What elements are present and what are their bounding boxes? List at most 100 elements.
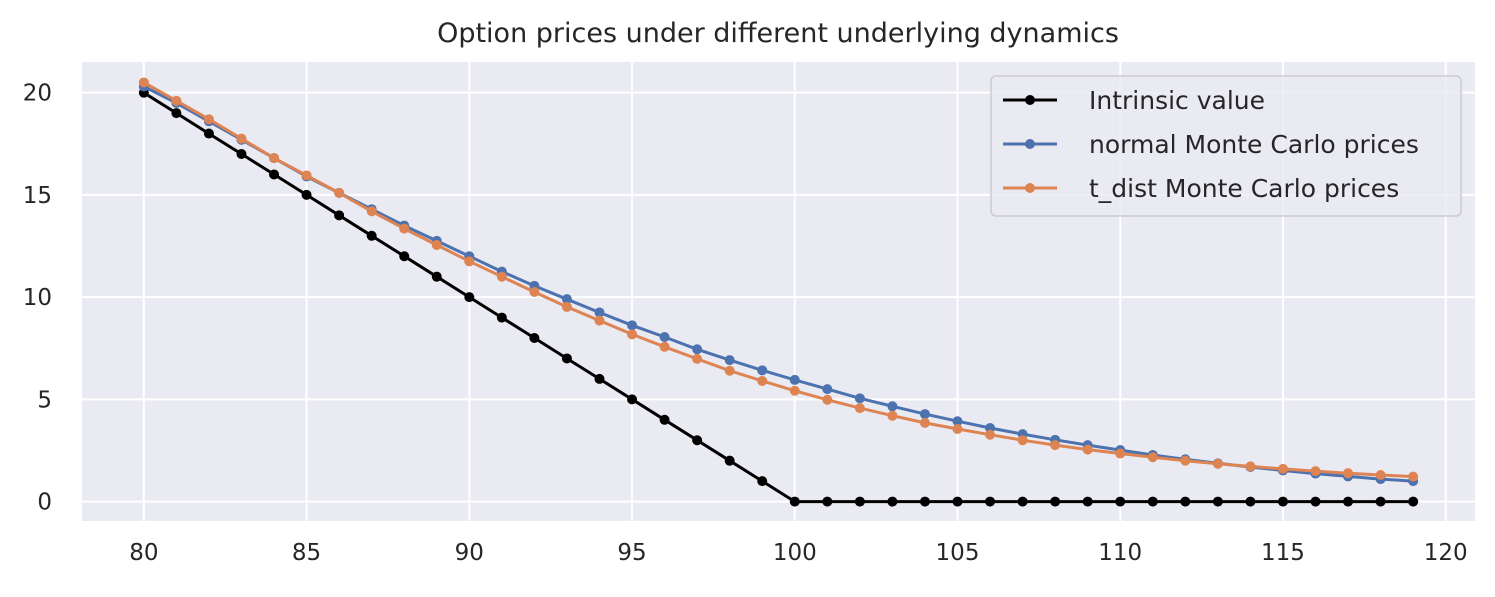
data-point-intrinsic-value bbox=[1147, 496, 1158, 507]
data-point-t-dist-mc-prices bbox=[1245, 461, 1256, 472]
legend: Intrinsic value normal Monte Carlo prices… bbox=[990, 75, 1462, 217]
data-point-t-dist-mc-prices bbox=[1277, 463, 1288, 474]
data-point-normal-mc-prices bbox=[822, 384, 833, 395]
data-point-normal-mc-prices bbox=[887, 401, 898, 412]
data-point-intrinsic-value bbox=[366, 230, 377, 241]
data-point-t-dist-mc-prices bbox=[529, 287, 540, 298]
data-point-t-dist-mc-prices bbox=[757, 375, 768, 386]
data-point-intrinsic-value bbox=[464, 292, 475, 303]
data-point-intrinsic-value bbox=[561, 353, 572, 364]
data-point-t-dist-mc-prices bbox=[1343, 468, 1354, 479]
series-line-intrinsic-value bbox=[143, 91, 1414, 504]
data-point-intrinsic-value bbox=[887, 496, 898, 507]
data-point-t-dist-mc-prices bbox=[627, 329, 638, 340]
data-point-t-dist-mc-prices bbox=[1017, 435, 1028, 446]
chart-title: Option prices under different underlying… bbox=[437, 18, 1119, 49]
data-point-t-dist-mc-prices bbox=[399, 223, 410, 234]
data-point-t-dist-mc-prices bbox=[138, 77, 149, 88]
data-point-t-dist-mc-prices bbox=[269, 153, 280, 164]
data-point-normal-mc-prices bbox=[627, 320, 638, 331]
y-tick-label: 10 bbox=[23, 285, 52, 311]
data-point-intrinsic-value bbox=[171, 108, 182, 119]
data-point-intrinsic-value bbox=[659, 414, 670, 425]
y-tick-label: 0 bbox=[37, 490, 52, 516]
legend-marker-intrinsic-value bbox=[1025, 95, 1035, 105]
legend-label-normal-mc-prices: normal Monte Carlo prices bbox=[1089, 130, 1419, 159]
data-point-t-dist-mc-prices bbox=[854, 403, 865, 414]
data-point-t-dist-mc-prices bbox=[464, 256, 475, 267]
data-point-intrinsic-value bbox=[1408, 496, 1419, 507]
data-point-intrinsic-value bbox=[431, 271, 442, 282]
data-point-t-dist-mc-prices bbox=[366, 206, 377, 217]
data-point-intrinsic-value bbox=[1017, 496, 1028, 507]
x-tick-label: 80 bbox=[129, 540, 158, 566]
data-point-normal-mc-prices bbox=[919, 409, 930, 420]
series-line-t-dist-mc-prices bbox=[143, 81, 1414, 479]
data-point-intrinsic-value bbox=[1277, 496, 1288, 507]
data-point-normal-mc-prices bbox=[724, 355, 735, 366]
data-point-intrinsic-value bbox=[919, 496, 930, 507]
legend-box bbox=[990, 75, 1462, 217]
data-point-normal-mc-prices bbox=[854, 393, 865, 404]
data-point-t-dist-mc-prices bbox=[203, 114, 214, 125]
data-point-intrinsic-value bbox=[1050, 496, 1061, 507]
data-point-t-dist-mc-prices bbox=[594, 315, 605, 326]
data-point-intrinsic-value bbox=[496, 312, 507, 323]
data-point-t-dist-mc-prices bbox=[919, 417, 930, 428]
data-point-intrinsic-value bbox=[236, 149, 247, 160]
y-tick-label: 5 bbox=[37, 387, 52, 413]
x-axis: 80 85 90 95 100 105 110 115 120 bbox=[129, 540, 1467, 566]
data-point-t-dist-mc-prices bbox=[334, 187, 345, 198]
data-point-t-dist-mc-prices bbox=[952, 423, 963, 434]
data-point-intrinsic-value bbox=[203, 128, 214, 139]
data-point-intrinsic-value bbox=[334, 210, 345, 221]
data-point-t-dist-mc-prices bbox=[236, 133, 247, 144]
data-point-normal-mc-prices bbox=[594, 307, 605, 318]
data-point-intrinsic-value bbox=[1343, 496, 1354, 507]
data-point-t-dist-mc-prices bbox=[1310, 466, 1321, 477]
data-point-intrinsic-value bbox=[822, 496, 833, 507]
data-point-t-dist-mc-prices bbox=[822, 394, 833, 405]
data-point-normal-mc-prices bbox=[757, 365, 768, 376]
data-point-intrinsic-value bbox=[1212, 496, 1223, 507]
data-point-t-dist-mc-prices bbox=[692, 353, 703, 364]
series-t-dist-mc-prices bbox=[138, 77, 1419, 482]
data-point-t-dist-mc-prices bbox=[1115, 448, 1126, 459]
x-tick-label: 85 bbox=[292, 540, 321, 566]
data-point-t-dist-mc-prices bbox=[724, 365, 735, 376]
data-point-intrinsic-value bbox=[399, 251, 410, 262]
data-point-intrinsic-value bbox=[594, 373, 605, 384]
data-point-normal-mc-prices bbox=[789, 374, 800, 385]
legend-label-intrinsic-value: Intrinsic value bbox=[1089, 86, 1265, 115]
data-point-t-dist-mc-prices bbox=[301, 170, 312, 181]
data-point-intrinsic-value bbox=[854, 496, 865, 507]
legend-marker-t-dist-mc-prices bbox=[1025, 183, 1035, 193]
data-point-intrinsic-value bbox=[627, 394, 638, 405]
y-tick-label: 20 bbox=[23, 81, 52, 107]
data-point-intrinsic-value bbox=[952, 496, 963, 507]
x-tick-label: 90 bbox=[455, 540, 484, 566]
x-tick-label: 110 bbox=[1098, 540, 1142, 566]
x-tick-label: 115 bbox=[1261, 540, 1305, 566]
data-point-t-dist-mc-prices bbox=[1050, 440, 1061, 451]
data-point-intrinsic-value bbox=[724, 455, 735, 466]
data-point-intrinsic-value bbox=[529, 333, 540, 344]
legend-label-t-dist-mc-prices: t_dist Monte Carlo prices bbox=[1089, 174, 1399, 203]
data-point-t-dist-mc-prices bbox=[659, 341, 670, 352]
data-point-intrinsic-value bbox=[301, 189, 312, 200]
data-point-intrinsic-value bbox=[1082, 496, 1093, 507]
data-point-t-dist-mc-prices bbox=[887, 410, 898, 421]
series-group bbox=[138, 77, 1419, 507]
data-point-t-dist-mc-prices bbox=[985, 429, 996, 440]
x-tick-label: 95 bbox=[617, 540, 646, 566]
data-point-normal-mc-prices bbox=[952, 416, 963, 427]
data-point-normal-mc-prices bbox=[659, 331, 670, 342]
data-point-t-dist-mc-prices bbox=[1212, 458, 1223, 469]
data-point-normal-mc-prices bbox=[692, 344, 703, 355]
data-point-intrinsic-value bbox=[692, 435, 703, 446]
data-point-intrinsic-value bbox=[1375, 496, 1386, 507]
data-point-t-dist-mc-prices bbox=[1375, 469, 1386, 480]
data-point-t-dist-mc-prices bbox=[496, 271, 507, 282]
x-tick-label: 120 bbox=[1424, 540, 1468, 566]
